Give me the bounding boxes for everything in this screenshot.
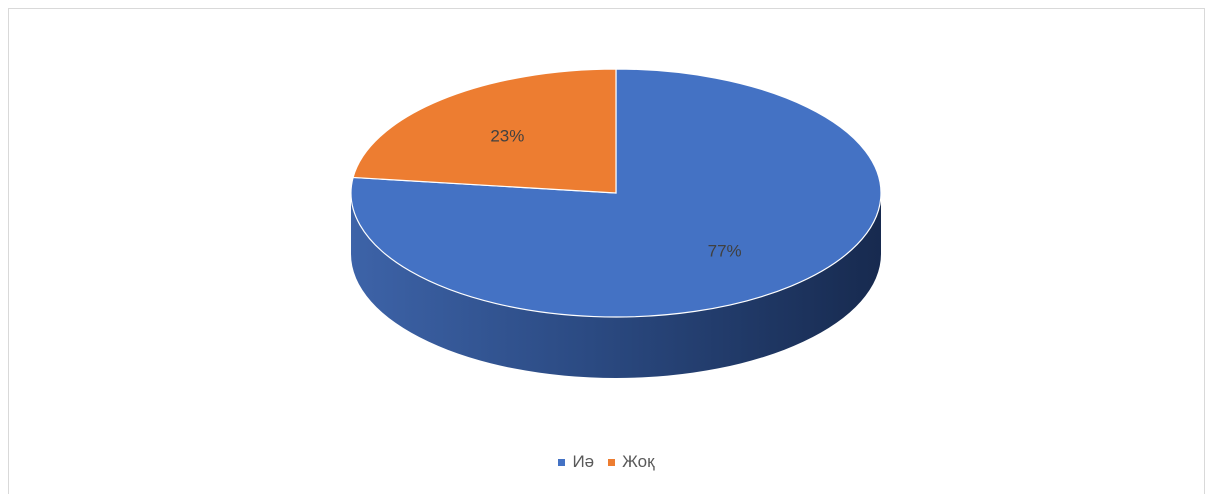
pie-side-slice-0 <box>351 193 881 378</box>
legend-label-0: Иә <box>572 452 595 471</box>
legend-label-1: Жоқ <box>622 452 655 471</box>
data-labels: 77% 23% <box>490 126 741 260</box>
legend: Иә Жоқ <box>0 452 1213 472</box>
pie-slice-1 <box>352 68 617 194</box>
legend-swatch-1 <box>608 458 616 466</box>
legend-item-1: Жоқ <box>608 452 655 472</box>
legend-item-0: Иә <box>558 452 594 472</box>
data-label-1: 23% <box>490 126 524 145</box>
legend-swatch-0 <box>558 458 566 466</box>
pie-top-face <box>350 68 882 318</box>
pie-side-wall <box>351 193 881 378</box>
data-label-0: 77% <box>708 242 742 261</box>
